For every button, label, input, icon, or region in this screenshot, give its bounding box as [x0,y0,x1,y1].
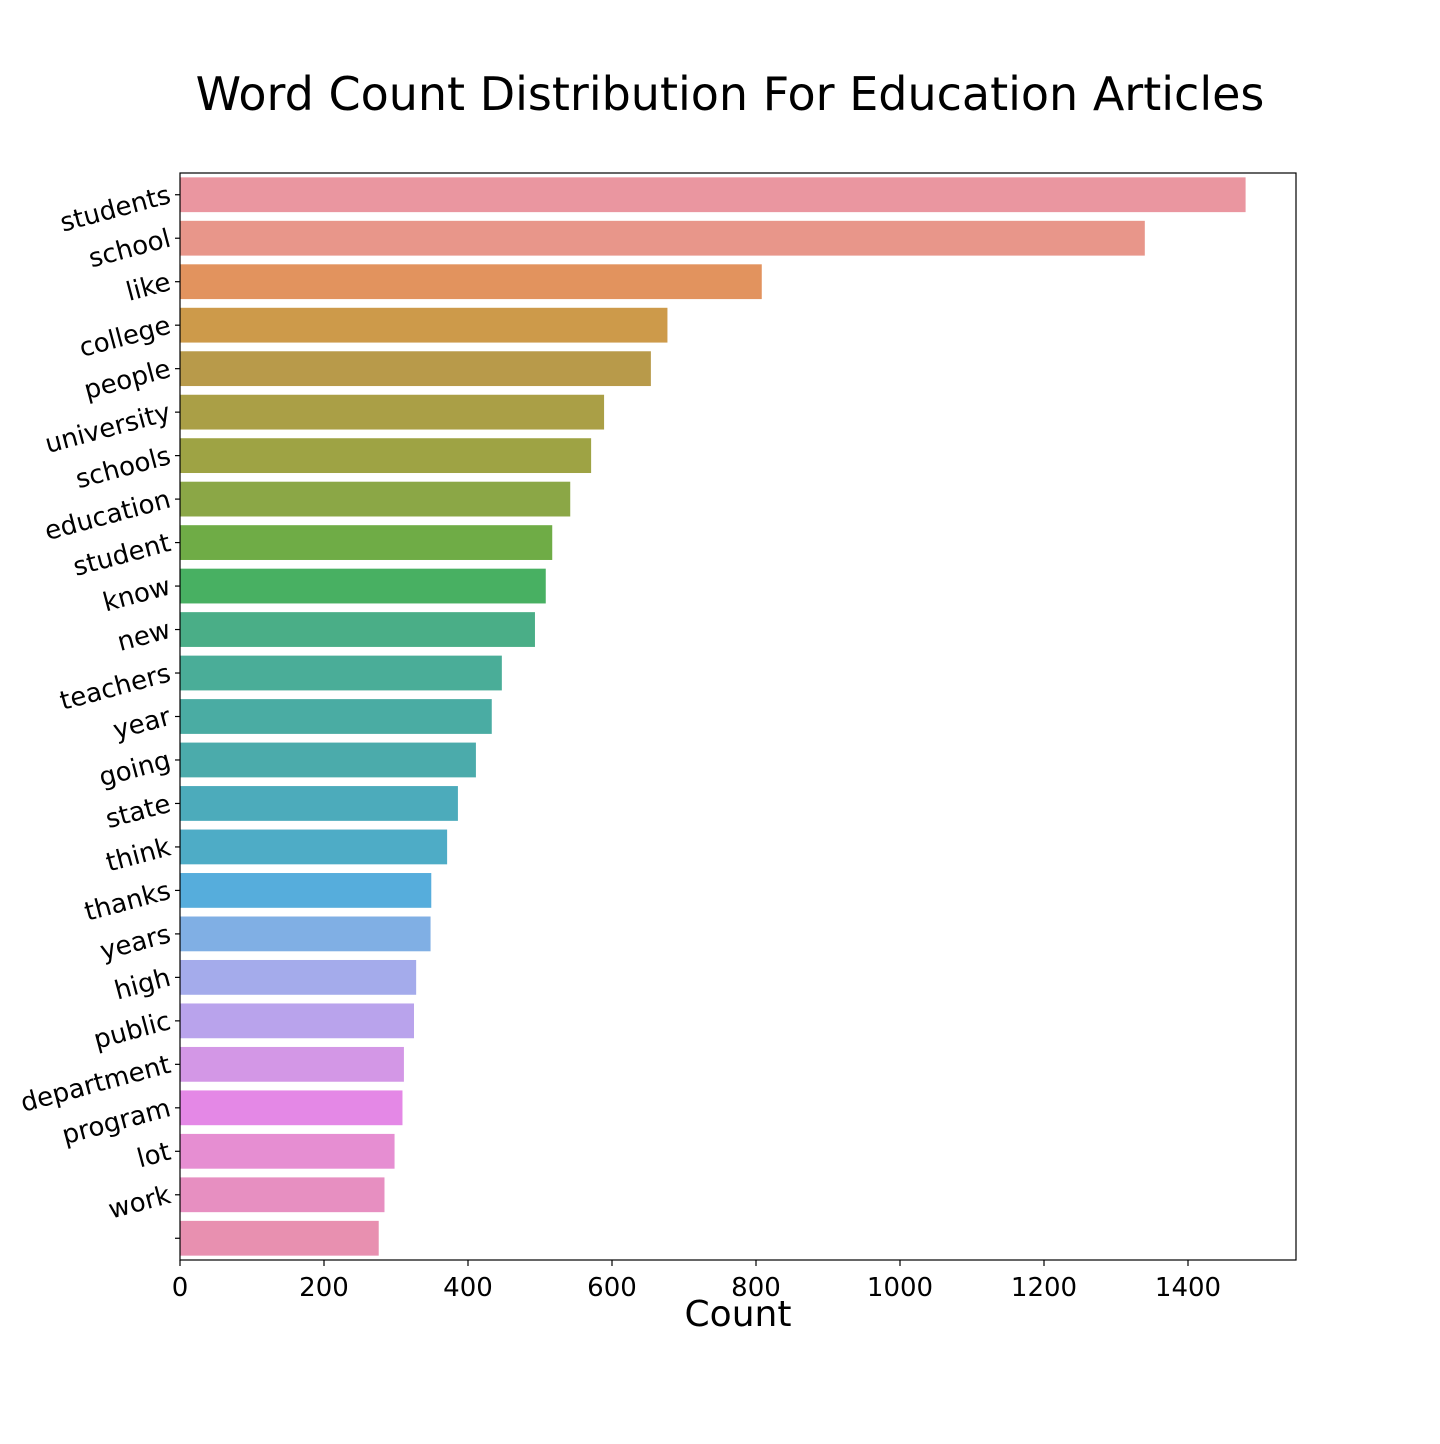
x-axis-label: Count [685,1294,792,1335]
bar [180,742,476,778]
bar [180,351,651,387]
y-tick-label: public [91,1006,174,1055]
y-tick-label: new [114,615,174,658]
y-tick-label: thanks [81,876,173,928]
bar [180,916,431,952]
bar [180,438,592,474]
y-tick-label: think [103,832,174,878]
x-tick-label: 1000 [867,1273,933,1303]
bars-group [180,177,1246,1256]
bar [180,307,668,343]
y-tick-label: work [105,1180,174,1225]
bar [180,481,571,517]
bar [180,655,502,691]
bar [180,699,492,734]
bar [180,829,448,865]
y-tick-label: going [96,745,174,793]
y-tick-label: know [100,572,174,619]
y-tick-label: years [97,919,174,966]
bar [180,220,1145,256]
bar [180,177,1246,213]
x-tick-label: 800 [731,1273,781,1303]
y-tick-label: people [81,354,174,406]
y-tick-label: state [102,789,173,835]
y-tick-label: school [86,224,174,275]
bar [180,1003,414,1039]
y-tick-label: lot [134,1137,174,1175]
y-axis-ticks: studentsschoollikecollegepeopleuniversit… [18,180,180,1239]
bar [180,786,458,821]
x-axis-ticks: 0 200 400 600 800 1000 1200 1400 [172,1260,1221,1303]
y-tick-label: high [111,963,174,1007]
bar [180,525,553,560]
bar [180,1177,385,1213]
x-tick-label: 1200 [1011,1273,1077,1303]
bar [180,959,417,995]
bar [180,1133,395,1169]
x-tick-label: 200 [299,1273,349,1303]
x-tick-label: 1400 [1155,1273,1221,1303]
bar [180,1220,379,1256]
bar [180,394,605,430]
chart-title: Word Count Distribution For Education Ar… [196,67,1265,121]
x-tick-label: 600 [587,1273,637,1303]
y-tick-label: year [110,702,174,746]
y-tick-label: like [123,267,174,308]
bar [180,1046,404,1082]
bar [180,612,535,647]
bar [180,568,546,604]
bar [180,873,432,908]
x-tick-label: 400 [443,1273,493,1303]
x-tick-label: 0 [172,1273,189,1303]
bar [180,1090,403,1126]
bar [180,264,762,300]
